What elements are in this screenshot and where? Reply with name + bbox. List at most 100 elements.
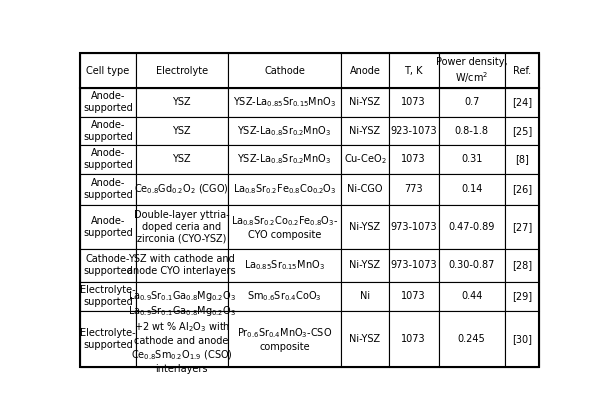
Bar <box>135 311 228 367</box>
Text: La$_{0.9}$Sr$_{0.1}$Ga$_{0.8}$Mg$_{0.2}$O$_3$: La$_{0.9}$Sr$_{0.1}$Ga$_{0.8}$Mg$_{0.2}$… <box>128 290 236 303</box>
Bar <box>135 249 228 282</box>
Text: Ni-CGO: Ni-CGO <box>347 184 383 194</box>
Bar <box>228 145 341 174</box>
Text: [8]: [8] <box>515 154 528 164</box>
Text: YSZ with cathode and
anode CYO interlayers: YSZ with cathode and anode CYO interlaye… <box>127 255 236 277</box>
Bar <box>135 145 228 174</box>
Bar <box>228 174 341 205</box>
Bar <box>439 88 505 116</box>
Text: YSZ-La$_{0.85}$Sr$_{0.15}$MnO$_3$: YSZ-La$_{0.85}$Sr$_{0.15}$MnO$_3$ <box>233 96 336 109</box>
Text: [24]: [24] <box>512 97 532 107</box>
Bar <box>341 53 388 88</box>
Bar <box>341 249 388 282</box>
Text: La$_{0.9}$Sr$_{0.1}$Ga$_{0.8}$Mg$_{0.2}$O$_3$
+2 wt % Al$_2$O$_3$ with
cathode a: La$_{0.9}$Sr$_{0.1}$Ga$_{0.8}$Mg$_{0.2}$… <box>128 304 236 374</box>
Text: 923-1073: 923-1073 <box>390 126 437 136</box>
Text: Cathode: Cathode <box>264 66 305 76</box>
Text: YSZ: YSZ <box>172 154 191 164</box>
Bar <box>341 205 388 249</box>
Text: 773: 773 <box>404 184 423 194</box>
Bar <box>80 174 135 205</box>
Bar <box>388 205 439 249</box>
Text: Anode-
supported: Anode- supported <box>83 92 133 114</box>
Text: [28]: [28] <box>512 260 532 270</box>
Text: Cathode-
supported: Cathode- supported <box>83 255 133 277</box>
Bar <box>505 145 539 174</box>
Text: 0.14: 0.14 <box>461 184 483 194</box>
Text: La$_{0.8}$Sr$_{0.2}$Co$_{0.2}$Fe$_{0.8}$O$_3$-
CYO composite: La$_{0.8}$Sr$_{0.2}$Co$_{0.2}$Fe$_{0.8}$… <box>231 214 338 240</box>
Bar <box>135 174 228 205</box>
Bar <box>439 145 505 174</box>
Bar <box>80 205 135 249</box>
Bar <box>505 88 539 116</box>
Text: YSZ: YSZ <box>172 126 191 136</box>
Bar <box>135 88 228 116</box>
Text: Ni-YSZ: Ni-YSZ <box>349 126 381 136</box>
Text: Electrolyte-
supported: Electrolyte- supported <box>80 285 136 307</box>
Bar <box>228 311 341 367</box>
Bar <box>505 311 539 367</box>
Bar <box>135 53 228 88</box>
Bar <box>505 205 539 249</box>
Text: Electrolyte: Electrolyte <box>156 66 208 76</box>
Bar <box>341 145 388 174</box>
Bar <box>505 53 539 88</box>
Text: Anode-
supported: Anode- supported <box>83 216 133 238</box>
Text: Cell type: Cell type <box>86 66 129 76</box>
Text: Anode: Anode <box>350 66 381 76</box>
Text: Ni-YSZ: Ni-YSZ <box>349 334 381 344</box>
Text: Double-layer yttria-
doped ceria and
zirconia (CYO-YSZ): Double-layer yttria- doped ceria and zir… <box>134 210 230 244</box>
Text: 0.44: 0.44 <box>461 292 483 302</box>
Bar <box>505 249 539 282</box>
Bar <box>439 116 505 145</box>
Text: [25]: [25] <box>512 126 532 136</box>
Bar <box>80 145 135 174</box>
Bar <box>388 249 439 282</box>
Bar <box>228 249 341 282</box>
Bar <box>341 116 388 145</box>
Bar <box>388 174 439 205</box>
Text: [27]: [27] <box>512 222 532 232</box>
Text: 0.245: 0.245 <box>458 334 486 344</box>
Text: 1073: 1073 <box>402 292 426 302</box>
Bar <box>228 205 341 249</box>
Text: Anode-
supported: Anode- supported <box>83 178 133 201</box>
Bar <box>439 205 505 249</box>
Text: [29]: [29] <box>512 292 532 302</box>
Text: Power density,
W/cm$^2$: Power density, W/cm$^2$ <box>436 57 507 84</box>
Text: La$_{0.85}$Sr$_{0.15}$MnO$_3$: La$_{0.85}$Sr$_{0.15}$MnO$_3$ <box>244 258 325 272</box>
Text: Ni: Ni <box>360 292 370 302</box>
Text: Pr$_{0.6}$Sr$_{0.4}$MnO$_3$-CSO
composite: Pr$_{0.6}$Sr$_{0.4}$MnO$_3$-CSO composit… <box>237 326 332 352</box>
Bar <box>228 53 341 88</box>
Bar <box>80 282 135 311</box>
Bar <box>388 88 439 116</box>
Bar <box>80 88 135 116</box>
Bar <box>505 174 539 205</box>
Bar <box>80 311 135 367</box>
Text: [26]: [26] <box>512 184 532 194</box>
Text: YSZ-La$_{0.8}$Sr$_{0.2}$MnO$_3$: YSZ-La$_{0.8}$Sr$_{0.2}$MnO$_3$ <box>237 124 332 138</box>
Bar <box>505 282 539 311</box>
Text: 0.47-0.89: 0.47-0.89 <box>449 222 495 232</box>
Text: YSZ: YSZ <box>172 97 191 107</box>
Text: 0.7: 0.7 <box>464 97 480 107</box>
Text: 1073: 1073 <box>402 154 426 164</box>
Bar <box>439 282 505 311</box>
Bar <box>80 116 135 145</box>
Bar <box>505 116 539 145</box>
Bar <box>439 311 505 367</box>
Bar <box>135 205 228 249</box>
Bar <box>135 282 228 311</box>
Text: 973-1073: 973-1073 <box>390 260 437 270</box>
Text: 1073: 1073 <box>402 97 426 107</box>
Bar <box>341 174 388 205</box>
Text: YSZ-La$_{0.8}$Sr$_{0.2}$MnO$_3$: YSZ-La$_{0.8}$Sr$_{0.2}$MnO$_3$ <box>237 153 332 166</box>
Text: 0.31: 0.31 <box>461 154 483 164</box>
Bar <box>388 145 439 174</box>
Text: Ce$_{0.8}$Gd$_{0.2}$O$_2$ (CGO): Ce$_{0.8}$Gd$_{0.2}$O$_2$ (CGO) <box>134 183 229 196</box>
Text: 973-1073: 973-1073 <box>390 222 437 232</box>
Bar <box>80 53 135 88</box>
Bar <box>135 116 228 145</box>
Text: Ni-YSZ: Ni-YSZ <box>349 222 381 232</box>
Bar <box>388 53 439 88</box>
Bar <box>388 116 439 145</box>
